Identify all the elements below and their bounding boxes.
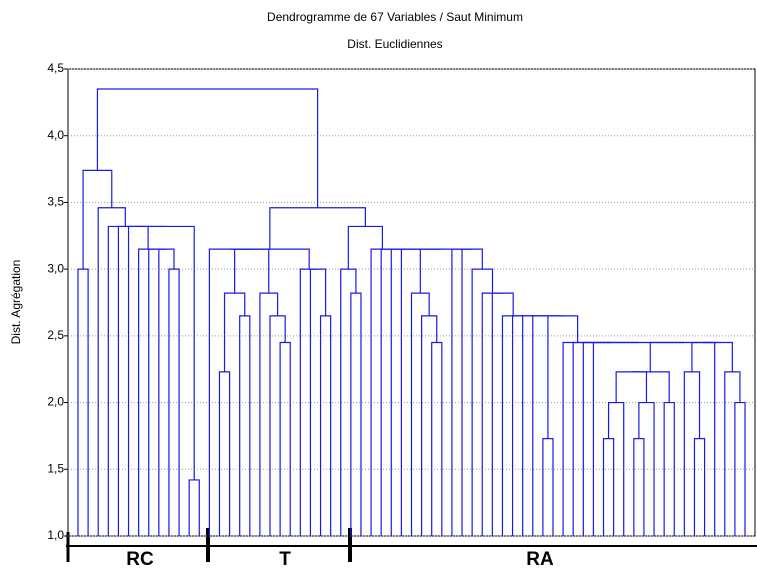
dendrogram-link bbox=[208, 248, 252, 536]
y-tick-label: 3,0 bbox=[47, 261, 64, 275]
dendrogram-link bbox=[350, 292, 362, 536]
chart-title: Dendrogramme de 67 Variables / Saut Mini… bbox=[267, 10, 523, 24]
dendrogram-link bbox=[234, 248, 270, 294]
dendrogram-link bbox=[230, 248, 310, 270]
y-tick-label: 2,5 bbox=[47, 328, 64, 342]
dendrogram-link bbox=[77, 268, 89, 536]
dendrogram-link bbox=[390, 248, 422, 536]
dendrogram-link bbox=[511, 315, 536, 536]
dendrogram-link bbox=[279, 341, 291, 536]
dendrogram-link bbox=[572, 341, 612, 536]
dendrogram-link bbox=[223, 292, 246, 372]
group-label: RA bbox=[526, 549, 554, 570]
dendrogram-link bbox=[299, 268, 319, 536]
y-tick-label: 2,0 bbox=[47, 395, 64, 409]
y-tick-label: 1,5 bbox=[47, 461, 64, 475]
chart-subtitle: Dist. Euclidiennes bbox=[347, 37, 442, 51]
y-tick-label: 3,5 bbox=[47, 195, 64, 209]
dendrogram-link bbox=[82, 169, 113, 270]
dendrogram-link bbox=[269, 315, 286, 536]
y-tick-label: 4,0 bbox=[47, 128, 64, 142]
group-label: T bbox=[279, 549, 291, 570]
dendrogram-link bbox=[259, 292, 279, 536]
dendrogram-link bbox=[602, 437, 615, 536]
dendrogram-link bbox=[607, 401, 625, 536]
dendrogram-link bbox=[319, 315, 332, 536]
dendrogram-link bbox=[547, 315, 579, 439]
dendrogram-link bbox=[148, 248, 167, 536]
dendrogram-link bbox=[471, 268, 494, 536]
dendrogram-link bbox=[633, 437, 645, 536]
y-tick-label: 4,5 bbox=[47, 61, 64, 75]
dendrogram-link bbox=[542, 437, 554, 536]
dendrogram-link bbox=[615, 371, 648, 403]
dendrogram-link bbox=[138, 248, 158, 536]
dendrogram-link bbox=[168, 268, 180, 536]
dendrogram-link bbox=[562, 341, 593, 536]
dendrogram-link bbox=[239, 315, 251, 536]
dendrogram-link bbox=[218, 371, 231, 536]
dendrogram-link bbox=[138, 225, 195, 480]
dendrogram-link bbox=[188, 479, 200, 536]
dendrogram-link bbox=[97, 207, 126, 536]
dendrogram-link bbox=[421, 315, 438, 536]
y-tick-label: 1,0 bbox=[47, 528, 64, 542]
dendrogram-link bbox=[340, 268, 357, 536]
dendrogram-link bbox=[96, 88, 319, 208]
dendrogram-link bbox=[481, 292, 503, 536]
group-label: RC bbox=[126, 549, 154, 570]
dendrogram-link bbox=[724, 371, 741, 536]
dendrogram-link bbox=[501, 315, 524, 536]
dendrogram-link bbox=[703, 341, 733, 372]
dendrogram-link bbox=[380, 248, 407, 536]
dendrogram-link bbox=[107, 225, 143, 536]
dendrogram-link bbox=[370, 248, 394, 536]
dendrogram-link bbox=[410, 292, 430, 536]
y-axis-label: Dist. Agrégation bbox=[9, 260, 23, 345]
dendrogram-link bbox=[649, 341, 718, 372]
dendrogram-link bbox=[419, 248, 463, 294]
dendrogram-link bbox=[522, 315, 548, 536]
dendrogram-link bbox=[269, 207, 366, 250]
dendrogram-link bbox=[683, 371, 701, 536]
dendrogram-link bbox=[693, 437, 706, 536]
dendrogram-link bbox=[631, 371, 670, 403]
dendrogram-link bbox=[347, 225, 384, 270]
dendrogram-link bbox=[158, 248, 175, 536]
dendrogram-link bbox=[431, 341, 443, 536]
